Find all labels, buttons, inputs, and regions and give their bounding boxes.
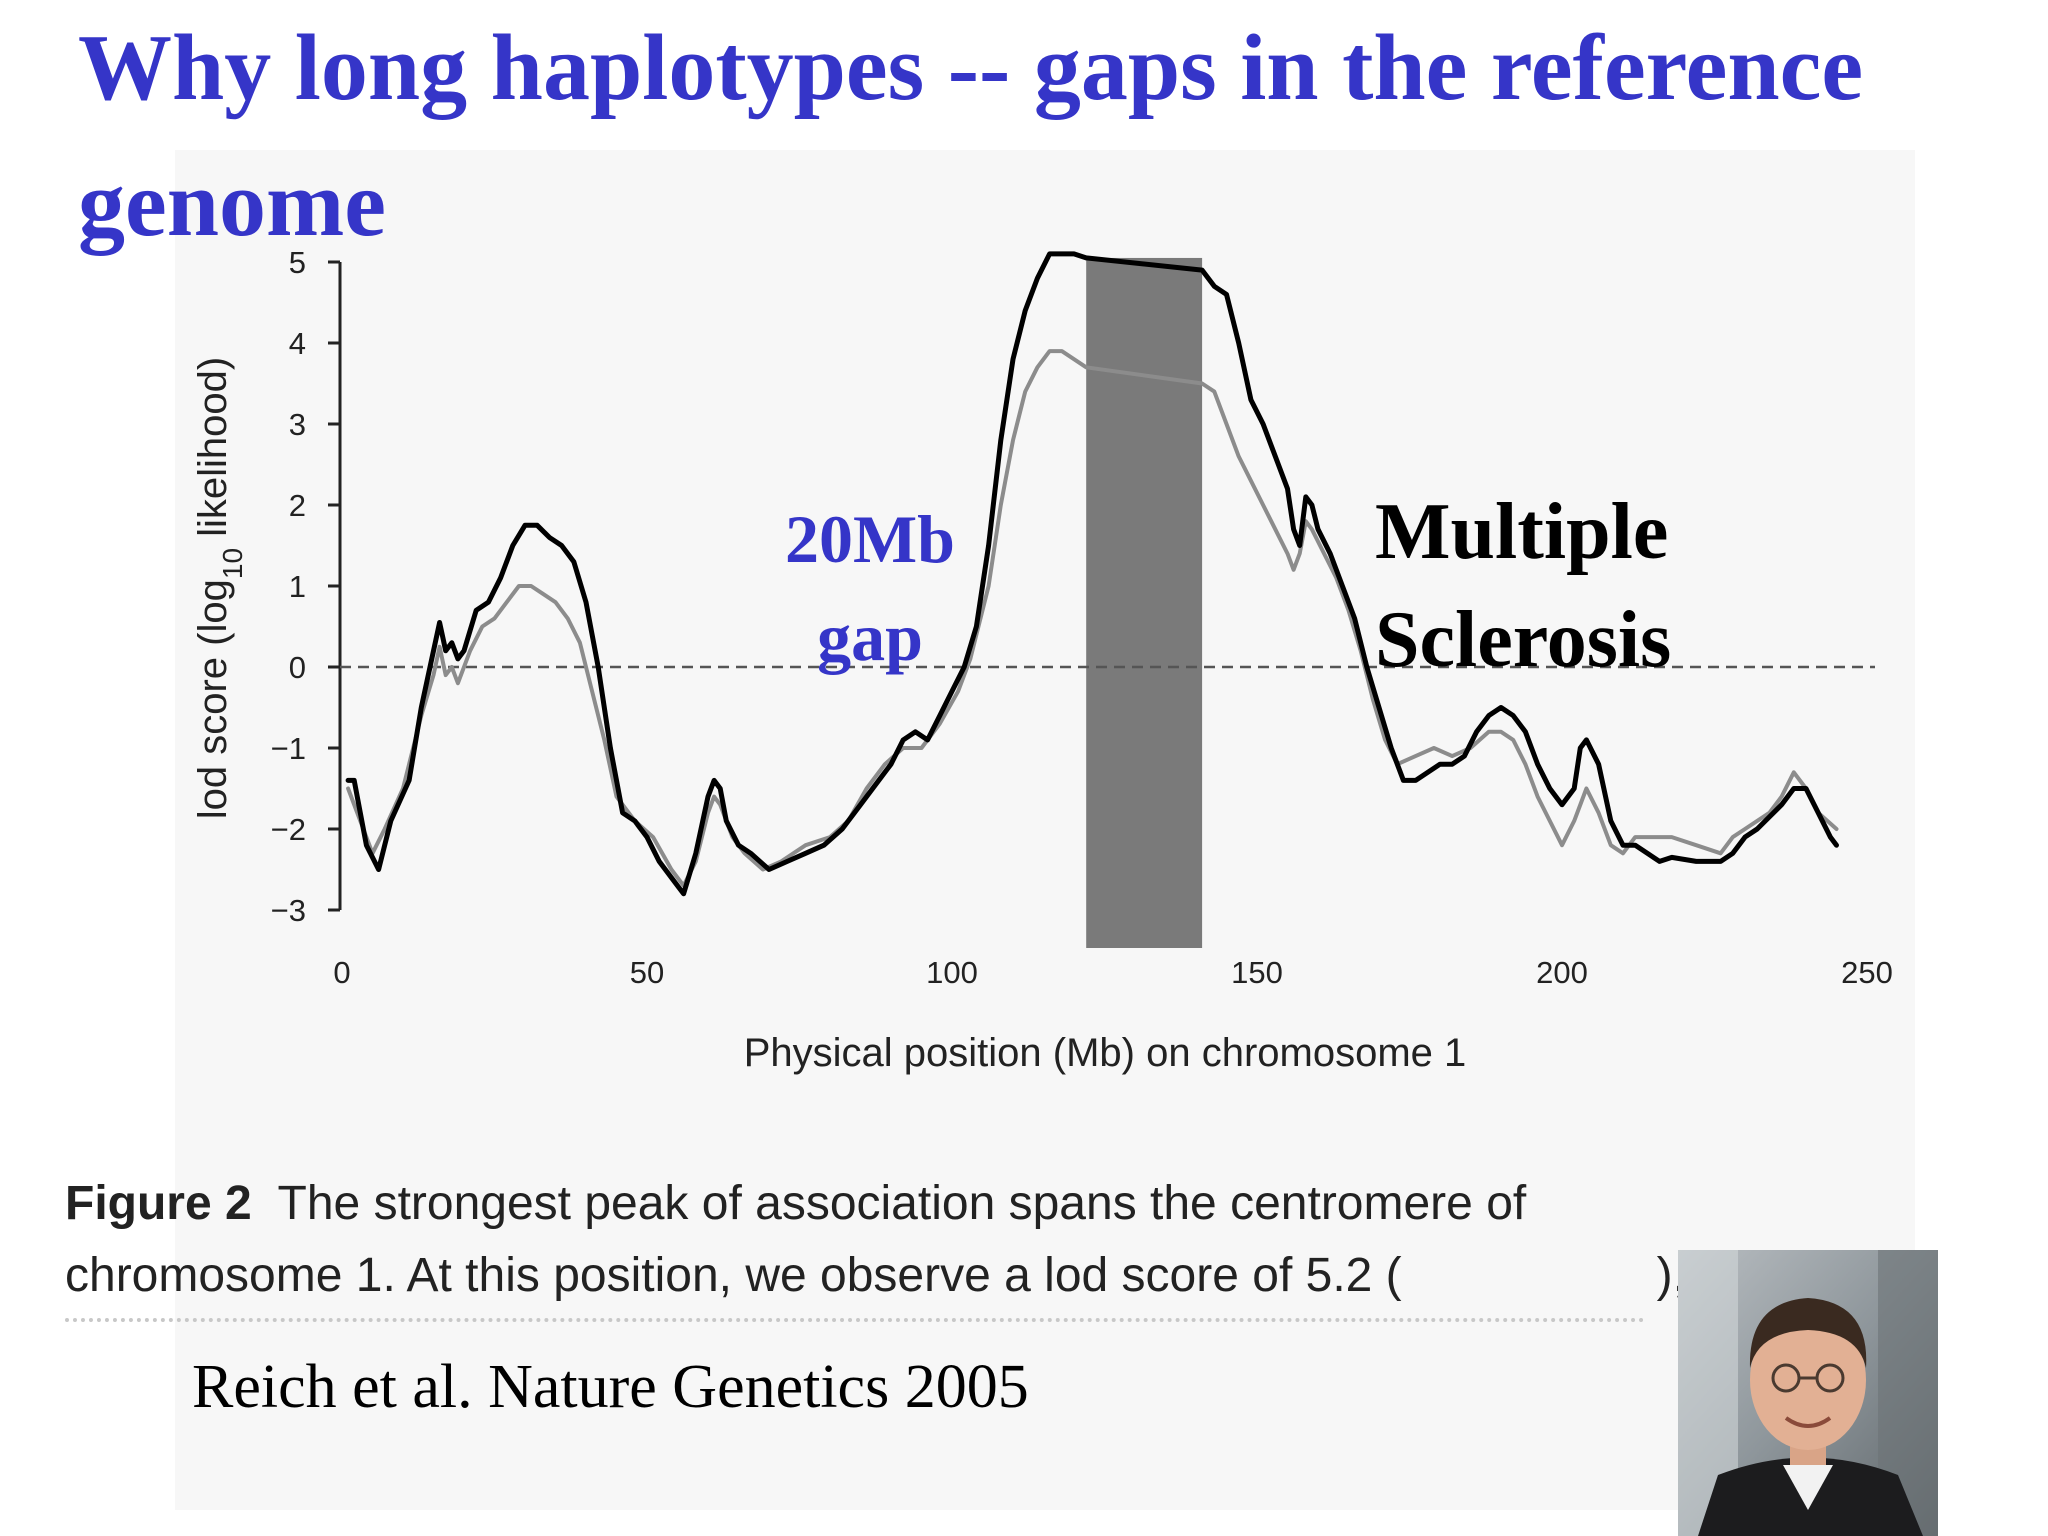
y-tick-label: −3	[271, 893, 306, 928]
x-tick-label: 0	[333, 955, 350, 990]
disease-annotation: Multiple Sclerosis	[1375, 478, 1795, 694]
gap-annotation: 20Mb gap	[745, 490, 995, 686]
x-tick-label: 250	[1841, 955, 1893, 990]
caption-line-2: chromosome 1. At this position, we obser…	[65, 1240, 1945, 1312]
y-tick-label: 4	[289, 326, 306, 361]
figure-background	[175, 150, 1915, 1510]
gap-region-bar	[1086, 257, 1203, 948]
gap-layer	[1086, 257, 1203, 948]
y-tick-label: 1	[289, 569, 306, 604]
y-tick-label: 5	[289, 245, 306, 280]
caption-cutoff-line	[65, 1318, 1645, 1334]
series-black-line	[345, 251, 1839, 897]
gap-annotation-line2: gap	[817, 599, 923, 675]
x-axis-label: Physical position (Mb) on chromosome 1	[744, 1031, 1467, 1075]
caption-text-1: The strongest peak of association spans …	[277, 1177, 1527, 1230]
citation: Reich et al. Nature Genetics 2005	[192, 1353, 1029, 1421]
person-photo-icon	[1678, 1250, 1938, 1536]
caption-label: Figure 2	[65, 1177, 252, 1230]
y-tick-label: −1	[271, 731, 306, 766]
disease-annotation-line1: Multiple	[1375, 488, 1669, 576]
series-gray-line	[346, 349, 1839, 888]
x-tick-label: 150	[1231, 955, 1283, 990]
y-tick-label: −2	[271, 812, 306, 847]
figure-caption: Figure 2 The strongest peak of associati…	[65, 1168, 1945, 1312]
x-tick-label: 200	[1536, 955, 1588, 990]
axis-layer: 5 4 3 2 1 0 −1 −2 −3 0 50 100 150 200 250 Physical posi…	[191, 245, 1893, 1075]
series-layer	[345, 251, 1839, 897]
x-tick-label: 100	[926, 955, 978, 990]
caption-text-2: chromosome 1. At this position, we obser…	[65, 1249, 1402, 1302]
y-tick-label: 3	[289, 407, 306, 442]
disease-annotation-line2: Sclerosis	[1375, 596, 1672, 684]
y-tick-label: 0	[289, 650, 306, 685]
y-axis-label: lod score (log10 likelihood)	[191, 357, 248, 820]
y-tick-label: 2	[289, 488, 306, 523]
slide-title: Why long haplotypes -- gaps in the refer…	[78, 16, 1864, 256]
caption-line-1: Figure 2 The strongest peak of associati…	[65, 1168, 1945, 1240]
gap-annotation-line1: 20Mb	[785, 501, 955, 577]
x-tick-label: 50	[630, 955, 664, 990]
